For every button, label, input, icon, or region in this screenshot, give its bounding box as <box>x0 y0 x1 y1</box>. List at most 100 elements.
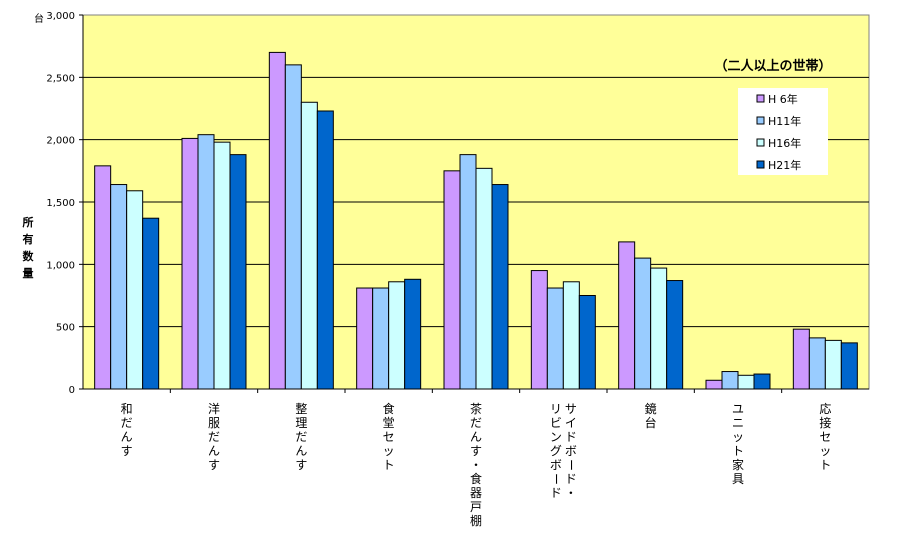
y-label-char: 量 <box>23 267 34 280</box>
bar <box>356 287 374 390</box>
bar <box>546 287 564 390</box>
category-char: ユ <box>732 402 744 416</box>
bar <box>110 184 128 390</box>
legend-swatch <box>756 94 765 103</box>
bar <box>650 267 668 390</box>
category-char: サ <box>565 402 577 416</box>
category-char: す <box>470 444 482 458</box>
category-char: ・ <box>470 458 482 472</box>
category-char: セ <box>383 430 395 444</box>
bars <box>83 51 869 393</box>
category-char: 堂 <box>383 416 395 430</box>
bar <box>443 170 461 390</box>
bar <box>142 217 160 390</box>
bar <box>126 190 144 390</box>
category-char: 茶 <box>470 401 482 416</box>
category-char: だ <box>121 416 133 430</box>
category-char: ん <box>208 444 220 458</box>
y-tick-label: 3,000 <box>46 11 75 22</box>
category-char: す <box>121 444 133 458</box>
category-char: 鏡 <box>645 401 657 416</box>
category-char: 食 <box>383 401 395 416</box>
category-char: 和 <box>121 402 133 416</box>
category-char: グ <box>550 444 562 458</box>
category-char: ー <box>564 459 578 471</box>
category-char: 器 <box>470 486 482 500</box>
y-tick-label: 500 <box>56 323 75 334</box>
bar <box>229 154 247 390</box>
category-char: ニ <box>732 416 744 430</box>
bar <box>737 374 755 390</box>
bar <box>404 278 422 390</box>
bar <box>197 134 215 390</box>
legend-swatch <box>756 138 765 147</box>
category-char: イ <box>565 416 577 430</box>
legend-box <box>738 88 828 175</box>
category-char: ー <box>549 473 563 485</box>
legend-swatch <box>756 116 765 125</box>
category-char: 戸 <box>470 500 482 514</box>
category-char: 具 <box>732 472 744 486</box>
bar <box>705 379 723 390</box>
y-tick-label: 0 <box>69 385 75 396</box>
category-char: ト <box>383 458 395 472</box>
bar <box>808 337 826 390</box>
category-char: 服 <box>208 416 220 430</box>
legend-label: H21年 <box>768 158 801 172</box>
category-char: 台 <box>645 415 657 430</box>
bar <box>562 281 580 390</box>
y-tick-label: 1,500 <box>46 198 75 209</box>
category-char: ト <box>732 444 744 458</box>
category-char: 整 <box>295 401 307 416</box>
y-label-char: 数 <box>23 249 35 263</box>
y-tick-label: 2,000 <box>46 136 75 147</box>
bar <box>792 328 810 390</box>
legend-swatch <box>756 160 765 169</box>
y-axis-ticks: 0 500 1,000 1,500 2,000 2,500 3,000 <box>46 11 84 396</box>
bar <box>753 373 771 390</box>
bar <box>475 167 493 390</box>
y-tick-label: 2,500 <box>46 73 75 84</box>
legend-label: H 6年 <box>768 92 798 106</box>
category-char: だ <box>208 430 220 444</box>
bar <box>300 101 318 390</box>
bar <box>634 257 652 390</box>
category-char: す <box>208 458 220 472</box>
category-char: ン <box>550 430 562 444</box>
category-char: ド <box>550 486 562 500</box>
category-char: す <box>295 458 307 472</box>
bar <box>284 64 302 390</box>
category-char: 接 <box>819 415 831 430</box>
chart-annotation: （二人以上の世帯） <box>714 58 831 74</box>
legend: H 6年 H11年 H16年 H21年 <box>738 88 828 175</box>
category-char: 棚 <box>470 513 482 528</box>
bar <box>491 184 509 390</box>
y-label-char: 所 <box>23 215 34 229</box>
category-char: ド <box>565 430 577 444</box>
bar <box>618 241 636 390</box>
category-char: ん <box>121 430 133 444</box>
bar <box>181 137 199 390</box>
bar <box>94 165 112 390</box>
bar <box>388 281 406 390</box>
bar <box>721 371 739 390</box>
bar <box>213 141 231 390</box>
bar <box>578 295 596 390</box>
category-char: ッ <box>732 430 744 444</box>
legend-label: H11年 <box>768 114 801 128</box>
category-char: ド <box>565 472 577 486</box>
category-char: ッ <box>819 444 831 458</box>
bar <box>268 51 286 390</box>
category-char: セ <box>819 430 831 444</box>
category-char: 家 <box>732 457 744 472</box>
category-char: だ <box>295 430 307 444</box>
category-char: ボ <box>565 444 577 458</box>
category-label: 鏡台 <box>645 401 657 430</box>
category-char: 食 <box>470 471 482 486</box>
